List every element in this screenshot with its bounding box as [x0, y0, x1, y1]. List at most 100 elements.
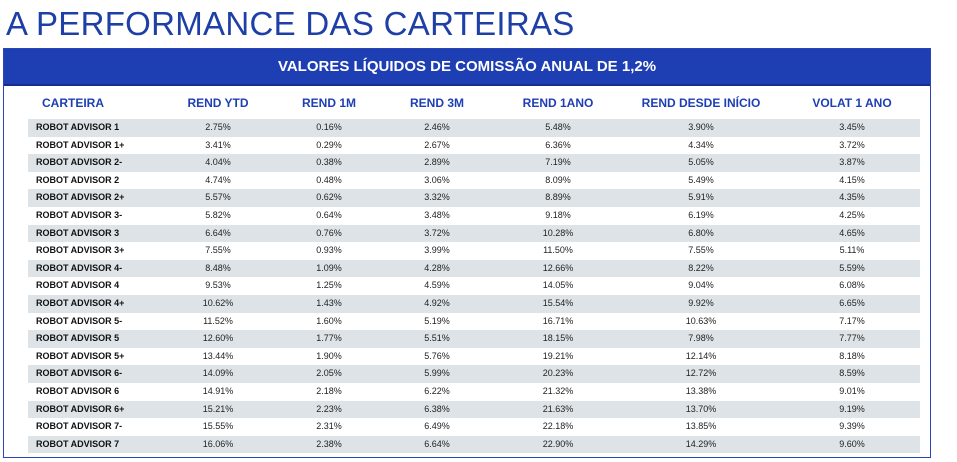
column-header-rend-3m: REND 3M — [409, 96, 465, 110]
rend-ytd-cell: 14.91% — [202, 386, 234, 396]
carteira-cell: ROBOT ADVISOR 3 — [36, 227, 120, 238]
rend-1m-cell: 0.64% — [316, 210, 342, 220]
carteira-cell: ROBOT ADVISOR 7- — [36, 421, 123, 432]
rend-ytd-cell: 15.21% — [202, 403, 234, 414]
rend-1m-cell: 2.05% — [316, 368, 342, 379]
rend-1ano-cell: 21.32% — [542, 386, 574, 396]
rend-desde-inicio-cell: 13.70% — [685, 403, 717, 414]
rend-desde-inicio-cell: 8.22% — [688, 262, 714, 273]
rend-1ano-cell: 20.23% — [542, 368, 574, 379]
rend-1m-cell: 1.60% — [316, 315, 342, 326]
volat-1-ano-cell: 3.87% — [839, 157, 865, 168]
rend-ytd-cell: 7.55% — [205, 245, 231, 256]
rend-desde-inicio-cell: 13.38% — [685, 386, 717, 396]
rend-3m-cell: 4.28% — [424, 262, 450, 273]
rend-1ano-cell: 12.66% — [542, 262, 574, 273]
carteira-cell: ROBOT ADVISOR 4+ — [36, 298, 125, 308]
rend-3m-cell: 2.67% — [424, 139, 450, 150]
volat-1-ano-cell: 3.72% — [839, 139, 865, 150]
rend-desde-inicio-cell: 5.05% — [688, 157, 714, 168]
volat-1-ano-cell: 6.08% — [839, 280, 865, 291]
rend-3m-cell: 6.38% — [424, 403, 450, 414]
rend-1m-cell: 0.62% — [316, 192, 342, 203]
rend-ytd-cell: 3.41% — [205, 139, 231, 150]
rend-3m-cell: 5.76% — [424, 350, 450, 361]
volat-1-ano-cell: 9.60% — [839, 438, 865, 449]
rend-1m-cell: 1.77% — [316, 333, 342, 344]
volat-1-ano-cell: 4.25% — [839, 210, 865, 220]
rend-desde-inicio-cell: 12.14% — [685, 350, 717, 361]
table-row: ROBOT ADVISOR 4 9.53% 1.25% 4.59% 14.05% 9.04… — [28, 277, 920, 295]
table-row: ROBOT ADVISOR 6- 14.09% 2.05% 5.99% 20.23% 12… — [28, 365, 920, 383]
rend-3m-cell: 5.99% — [424, 368, 450, 379]
rend-1m-cell: 0.93% — [316, 245, 342, 256]
page-title: A PERFORMANCE DAS CARTEIRAS — [6, 5, 575, 42]
rend-1ano-cell: 22.90% — [542, 438, 574, 449]
carteira-cell: ROBOT ADVISOR 5- — [36, 315, 123, 326]
rend-desde-inicio-cell: 13.85% — [685, 421, 717, 432]
rend-ytd-cell: 4.04% — [205, 157, 231, 168]
rend-ytd-cell: 14.09% — [202, 368, 234, 379]
rend-1ano-cell: 18.15% — [542, 333, 574, 344]
rend-desde-inicio-cell: 5.91% — [688, 192, 714, 203]
column-header-volat-1-ano: VOLAT 1 ANO — [812, 96, 892, 110]
carteira-cell: ROBOT ADVISOR 4- — [36, 262, 123, 273]
rend-ytd-cell: 16.06% — [202, 438, 234, 449]
rend-1ano-cell: 14.05% — [542, 280, 574, 291]
carteira-cell: ROBOT ADVISOR 2 — [36, 174, 120, 185]
column-header-rend-1m: REND 1M — [301, 96, 357, 110]
rend-3m-cell: 3.32% — [424, 192, 450, 203]
rend-1ano-cell: 19.21% — [542, 350, 574, 361]
table-row: ROBOT ADVISOR 7- 15.55% 2.31% 6.49% 22.18% 13… — [28, 418, 920, 436]
table-row: ROBOT ADVISOR 3 6.64% 0.76% 3.72% 10.28% 6.80… — [28, 224, 920, 243]
table-row: ROBOT ADVISOR 1 2.75% 0.16% 2.46% 5.48% 3.90%… — [28, 119, 920, 137]
column-header-carteira: CARTEIRA — [42, 96, 104, 110]
rend-ytd-cell: 11.52% — [203, 315, 233, 326]
rend-1m-cell: 1.90% — [316, 350, 342, 361]
volat-1-ano-cell: 5.11% — [839, 245, 865, 256]
carteira-cell: ROBOT ADVISOR 2+ — [36, 192, 125, 203]
carteira-cell: ROBOT ADVISOR 4 — [36, 280, 120, 291]
rend-3m-cell: 2.89% — [424, 157, 450, 168]
performance-table: VALORES LÍQUIDOS DE COMISSÃO ANUAL DE 1,… — [3, 48, 931, 458]
volat-1-ano-cell: 5.59% — [839, 262, 865, 273]
volat-1-ano-cell: 9.01% — [839, 386, 865, 396]
rend-3m-cell: 3.06% — [424, 174, 450, 185]
rend-3m-cell: 5.51% — [424, 333, 450, 344]
rend-1ano-cell: 21.63% — [542, 403, 574, 414]
carteira-cell: ROBOT ADVISOR 5+ — [36, 350, 125, 361]
rend-1ano-cell: 7.19% — [545, 157, 571, 168]
table-row: ROBOT ADVISOR 4- 8.48% 1.09% 4.28% 12.66% 8.2… — [28, 259, 920, 278]
table-row: ROBOT ADVISOR 1+ 3.41% 0.29% 2.67% 6.36% 4.34… — [28, 137, 920, 155]
volat-1-ano-cell: 9.39% — [839, 421, 865, 432]
rend-desde-inicio-cell: 3.90% — [688, 122, 714, 132]
table-row: ROBOT ADVISOR 2+ 5.57% 0.62% 3.32% 8.89% 5.91… — [28, 189, 920, 207]
carteira-cell: ROBOT ADVISOR 2- — [36, 157, 123, 168]
volat-1-ano-cell: 4.15% — [839, 174, 865, 185]
volat-1-ano-cell: 4.35% — [839, 192, 865, 203]
rend-1ano-cell: 15.54% — [542, 298, 574, 308]
rend-ytd-cell: 5.57% — [205, 192, 231, 203]
rend-desde-inicio-cell: 10.63% — [685, 315, 717, 326]
rend-desde-inicio-cell: 4.34% — [688, 139, 714, 150]
rend-1m-cell: 0.48% — [316, 174, 342, 185]
rend-ytd-cell: 15.55% — [202, 421, 234, 432]
rend-1ano-cell: 5.48% — [545, 122, 571, 132]
rend-1m-cell: 2.18% — [316, 386, 342, 396]
carteira-cell: ROBOT ADVISOR 3- — [36, 210, 123, 220]
rend-1ano-cell: 11.50% — [543, 245, 573, 256]
rend-1ano-cell: 22.18% — [542, 421, 574, 432]
volat-1-ano-cell: 8.59% — [839, 368, 865, 379]
table-row: ROBOT ADVISOR 2- 4.04% 0.38% 2.89% 7.19% 5.05… — [28, 154, 920, 172]
rend-1m-cell: 1.09% — [316, 262, 342, 273]
table-row: ROBOT ADVISOR 6 14.91% 2.18% 6.22% 21.32% 13.… — [28, 383, 920, 401]
table-row: ROBOT ADVISOR 2 4.74% 0.48% 3.06% 8.09% 5.49%… — [28, 172, 920, 190]
table-row: ROBOT ADVISOR 3- 5.82% 0.64% 3.48% 9.18% 6.19… — [28, 207, 920, 225]
rend-1m-cell: 2.23% — [316, 403, 342, 414]
rend-desde-inicio-cell: 5.49% — [688, 174, 714, 185]
rend-3m-cell: 3.48% — [424, 210, 450, 220]
volat-1-ano-cell: 3.45% — [839, 122, 865, 132]
rend-1m-cell: 2.31% — [316, 421, 342, 432]
table-banner: VALORES LÍQUIDOS DE COMISSÃO ANUAL DE 1,… — [4, 49, 930, 86]
rend-desde-inicio-cell: 12.72% — [685, 368, 717, 379]
